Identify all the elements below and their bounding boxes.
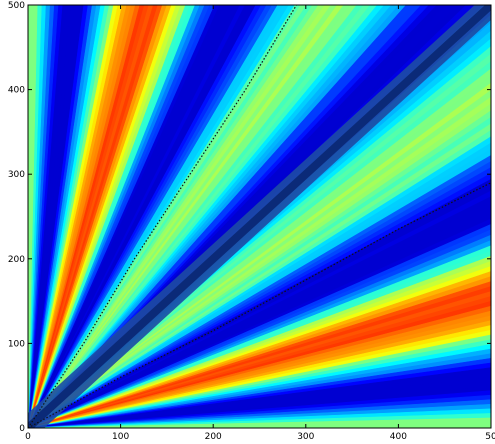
x-tick-label: 400 xyxy=(390,432,407,442)
diagonal-band xyxy=(28,5,491,428)
y-tick-label: 200 xyxy=(8,255,25,265)
x-tick-label: 0 xyxy=(25,432,31,442)
x-tick-label: 300 xyxy=(297,432,314,442)
heatmap-ray xyxy=(28,5,38,428)
y-tick-label: 400 xyxy=(8,86,25,96)
y-tick-label: 300 xyxy=(8,170,25,180)
y-tick-label: 100 xyxy=(8,339,25,349)
x-tick-label: 200 xyxy=(205,432,222,442)
y-tick-label: 500 xyxy=(8,1,25,11)
x-tick-label: 50 xyxy=(485,432,495,442)
heatmap-ray xyxy=(28,417,491,428)
x-axis-ticks: 0 100 200 300 400 50 xyxy=(25,5,495,442)
dotted-curve-2 xyxy=(28,182,491,428)
y-tick-label: 0 xyxy=(19,424,25,434)
dotted-curves xyxy=(28,5,491,428)
dotted-curve-1 xyxy=(28,5,298,428)
x-tick-label: 100 xyxy=(112,432,129,442)
diagonal-band-core xyxy=(28,5,491,428)
y-axis-ticks: 0 100 200 300 400 500 xyxy=(8,1,491,434)
plot-frame xyxy=(27,4,492,429)
